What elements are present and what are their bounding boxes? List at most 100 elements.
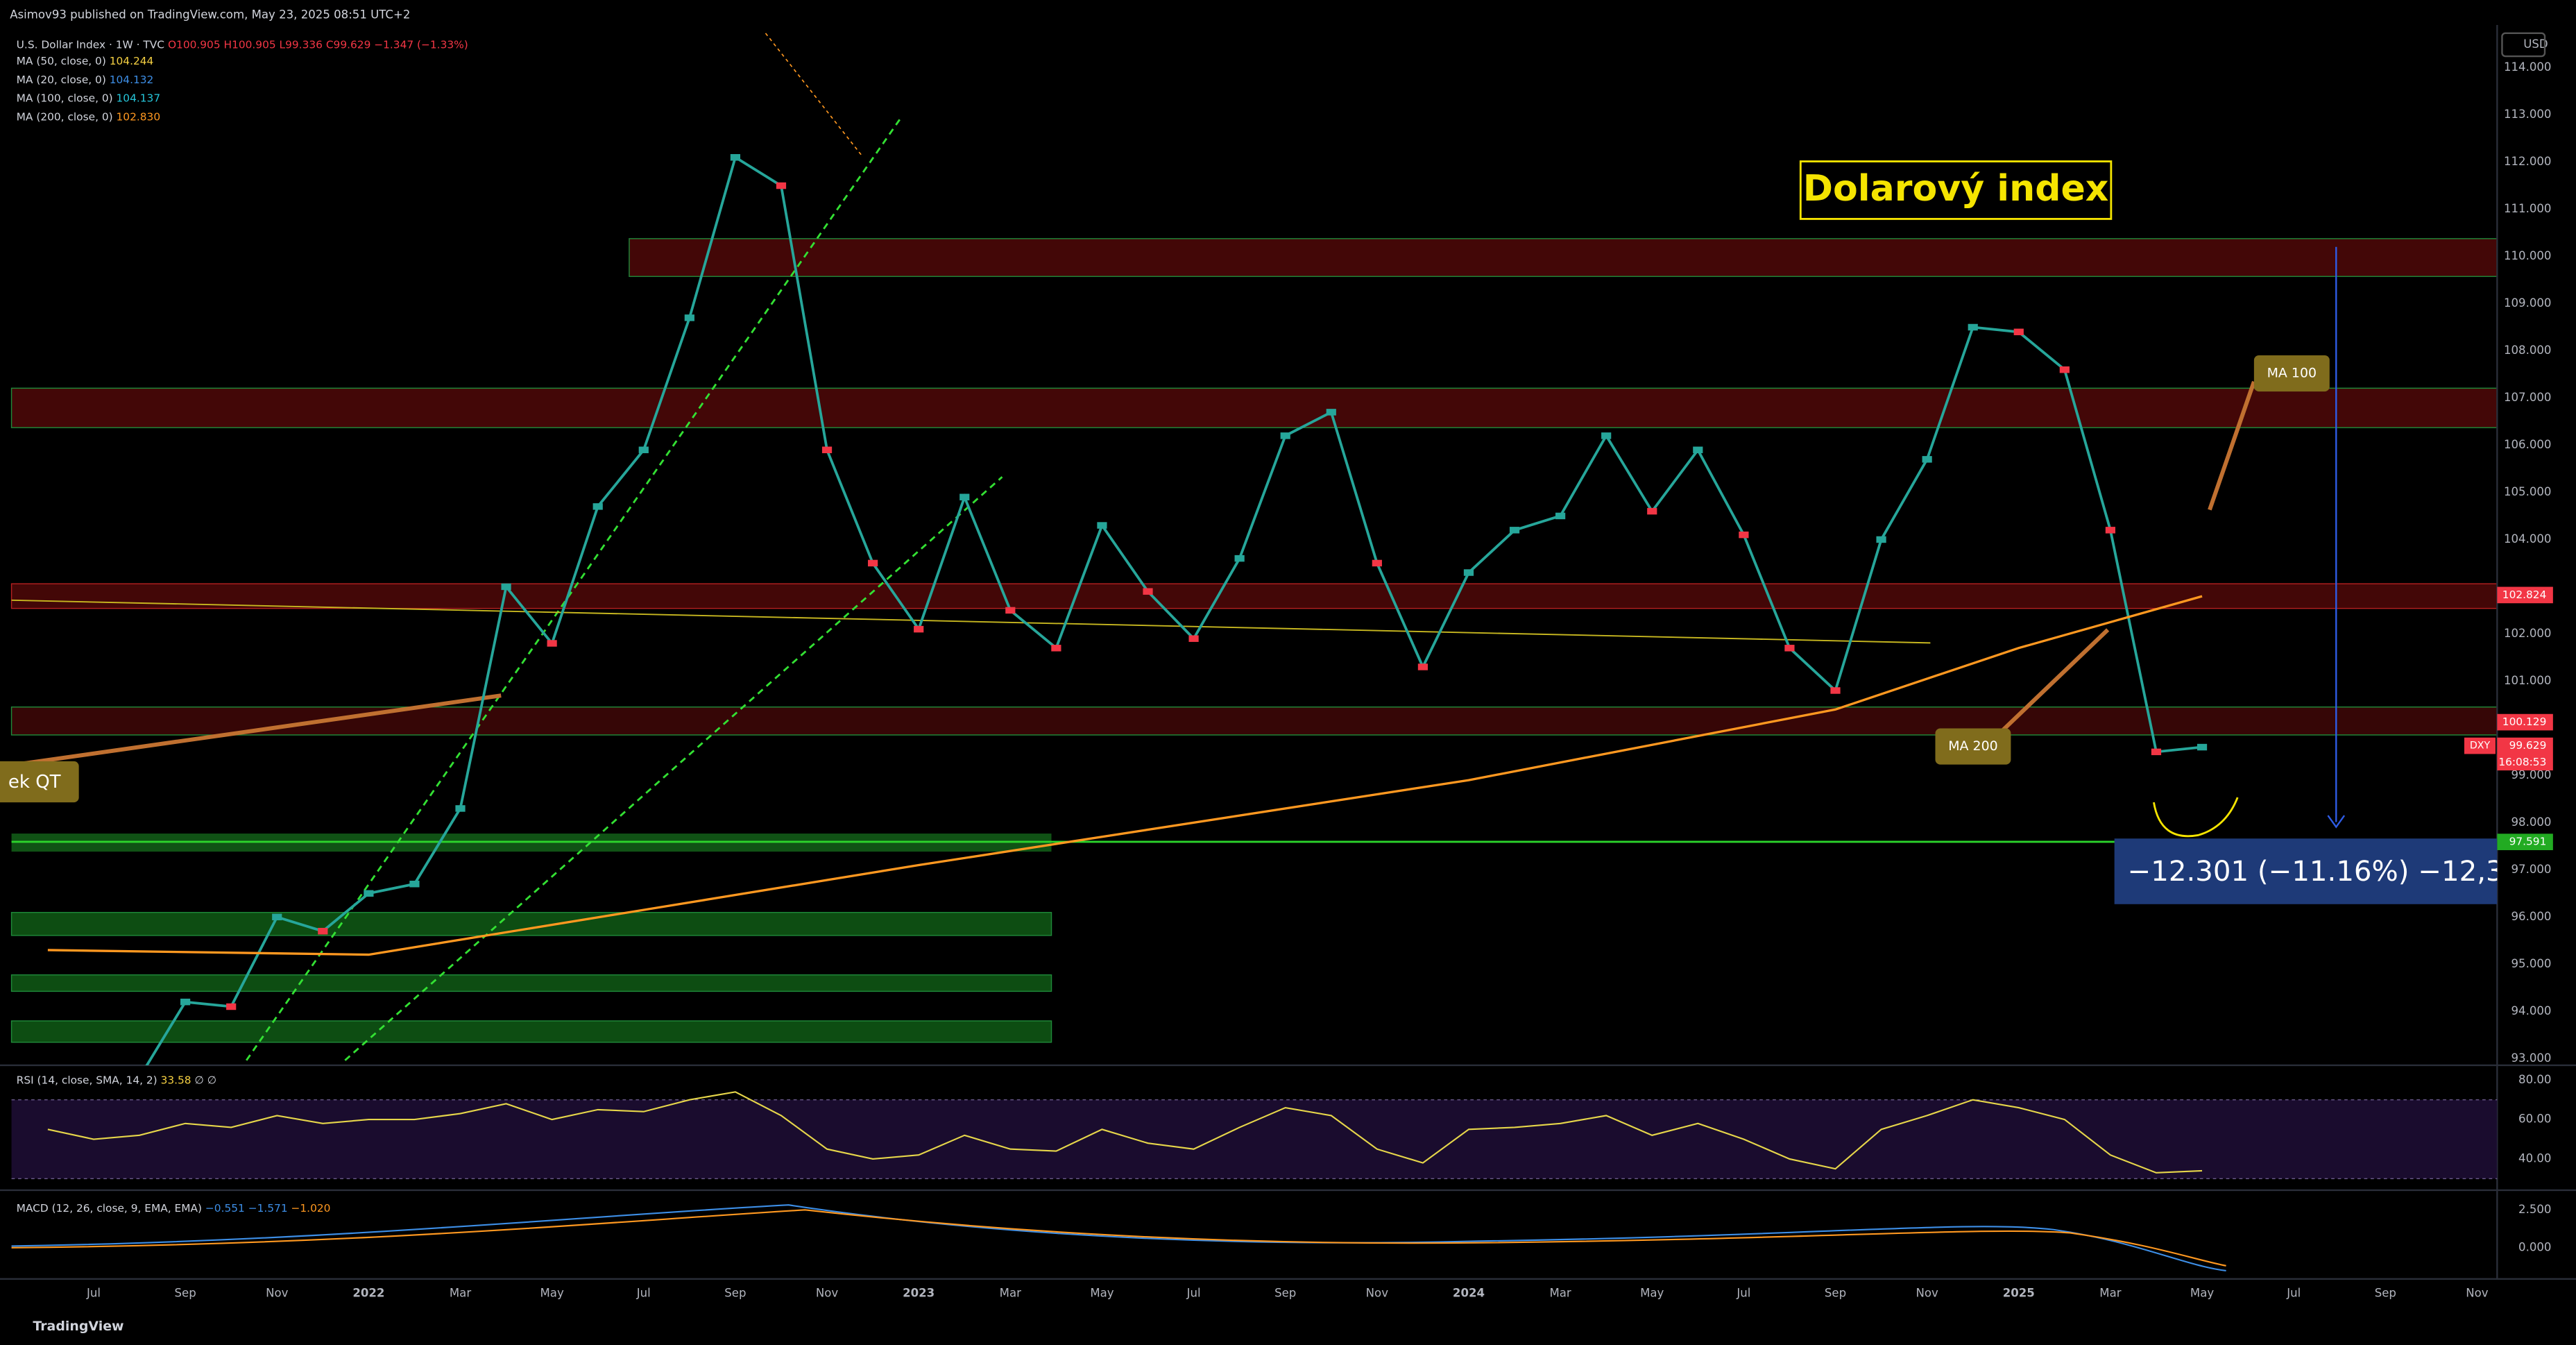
ma-legend: MA (20, close, 0) 104.132 (17, 73, 154, 85)
time-label: May (2190, 1287, 2214, 1300)
time-label: Nov (816, 1287, 839, 1300)
candle (180, 998, 191, 1006)
price-tick: 111.000 (2504, 202, 2551, 215)
ma-legend: MA (50, close, 0) 104.244 (17, 55, 154, 67)
rsi-line (47, 1091, 2203, 1174)
chart-layer: Asimov93 published on TradingView.com, M… (0, 8, 2553, 1334)
candle (1739, 531, 1749, 539)
time-label: Sep (174, 1287, 196, 1300)
time-label: Mar (2099, 1287, 2121, 1300)
price-tick: 107.000 (2504, 391, 2551, 404)
rsi-legend: RSI (14, close, SMA, 14, 2) 33.58 ∅ ∅ (17, 1074, 217, 1086)
candle (1280, 432, 1290, 439)
publisher: Asimov93 published on TradingView.com, M… (10, 8, 410, 21)
candle (1097, 522, 1107, 529)
price-badge (2497, 586, 2553, 604)
candle (1647, 507, 1657, 515)
text: 104.244 (110, 55, 154, 67)
time-label: May (1640, 1287, 1664, 1300)
text: 104.137 (117, 92, 161, 104)
candle (1968, 323, 1978, 331)
price-tick: 113.000 (2504, 108, 2551, 121)
price-tick: 95.000 (2511, 957, 2552, 970)
candle (364, 890, 374, 897)
candle (1188, 635, 1199, 642)
time-label: Nov (1366, 1287, 1389, 1300)
macd-curve (11, 1204, 2226, 1272)
text: 33.58 (161, 1074, 195, 1086)
qt-label: ek QT (8, 772, 61, 793)
title: Dolarový index (1803, 168, 2109, 210)
candle (1693, 446, 1703, 453)
candle (455, 805, 466, 812)
currency: USD (2523, 37, 2548, 51)
candle (868, 559, 878, 567)
symbol-line: U.S. Dollar Index · 1W · TVC O100.905 H1… (17, 38, 468, 51)
candle (2151, 748, 2162, 756)
price-tick: 102.000 (2504, 627, 2551, 640)
price-tick: 98.000 (2511, 815, 2552, 829)
qt-box (0, 761, 79, 803)
candle (959, 493, 970, 500)
time-label: 2025 (2003, 1287, 2035, 1300)
time-label: 2024 (1453, 1287, 1485, 1300)
candle (1463, 569, 1474, 576)
ma200-box (1935, 728, 2011, 765)
candle (1922, 456, 1932, 463)
price-badge-label: 97.591 (2509, 836, 2547, 848)
price-badge-label: 100.129 (2502, 716, 2547, 728)
candle (821, 446, 833, 453)
candle (2105, 527, 2116, 534)
measure-clip: −12.301 (−11.16%) −12,301 (2114, 838, 2497, 904)
time-label: May (540, 1287, 564, 1300)
price-badge (2497, 713, 2553, 731)
candle (1555, 512, 1566, 520)
time-label: Mar (1000, 1287, 1021, 1300)
ma-legend: MA (100, close, 0) 104.137 (17, 92, 160, 104)
candle (1372, 559, 1382, 567)
time-label: Sep (724, 1287, 746, 1300)
candle (2013, 328, 2024, 336)
time-label: Jul (1186, 1287, 1201, 1300)
time-label: 2023 (903, 1287, 935, 1300)
candle (1509, 527, 1520, 534)
time-label: Jul (1736, 1287, 1750, 1300)
price-tick: 108.000 (2504, 344, 2551, 357)
text: MA (100, close, 0) (17, 92, 117, 104)
price-tick: 94.000 (2511, 1004, 2552, 1017)
text: U.S. Dollar Index · 1W · TVC (17, 38, 168, 51)
price-tick: 106.000 (2504, 438, 2551, 451)
time-label: Jul (636, 1287, 651, 1300)
price-tick: 110.000 (2504, 249, 2551, 262)
price-tick: 99.000 (2511, 768, 2552, 781)
sym-badge (2464, 737, 2496, 754)
sym-label: DXY (2470, 741, 2491, 752)
candle (684, 314, 694, 321)
signal-curve (11, 1209, 2226, 1267)
text: L99.336 (280, 38, 326, 51)
text: ∅ ∅ (194, 1074, 216, 1086)
rsi-tick: 80.00 (2518, 1073, 2551, 1086)
candle (2059, 366, 2070, 373)
time-label: 2022 (352, 1287, 384, 1300)
time-label: Jul (2286, 1287, 2301, 1300)
candle (730, 154, 741, 161)
title-box (1799, 160, 2113, 220)
price-badge-label: 102.824 (2502, 589, 2547, 601)
price-tick: 112.000 (2504, 155, 2551, 168)
ma200-label: MA 200 (1948, 738, 1997, 754)
candle (1005, 607, 1016, 614)
drawings (0, 25, 2576, 1280)
countdown: 16:08:53 (2498, 756, 2546, 768)
price-line (145, 155, 2203, 1065)
time-label: Sep (2375, 1287, 2396, 1300)
time-label: Sep (1274, 1287, 1296, 1300)
text: 102.830 (117, 110, 161, 123)
text: C99.629 (326, 38, 374, 51)
rsi-tick: 40.00 (2518, 1151, 2551, 1165)
candle (592, 503, 603, 510)
candle (1830, 687, 1841, 694)
candle (1234, 555, 1245, 562)
ma-legend: MA (200, close, 0) 102.830 (17, 110, 160, 123)
